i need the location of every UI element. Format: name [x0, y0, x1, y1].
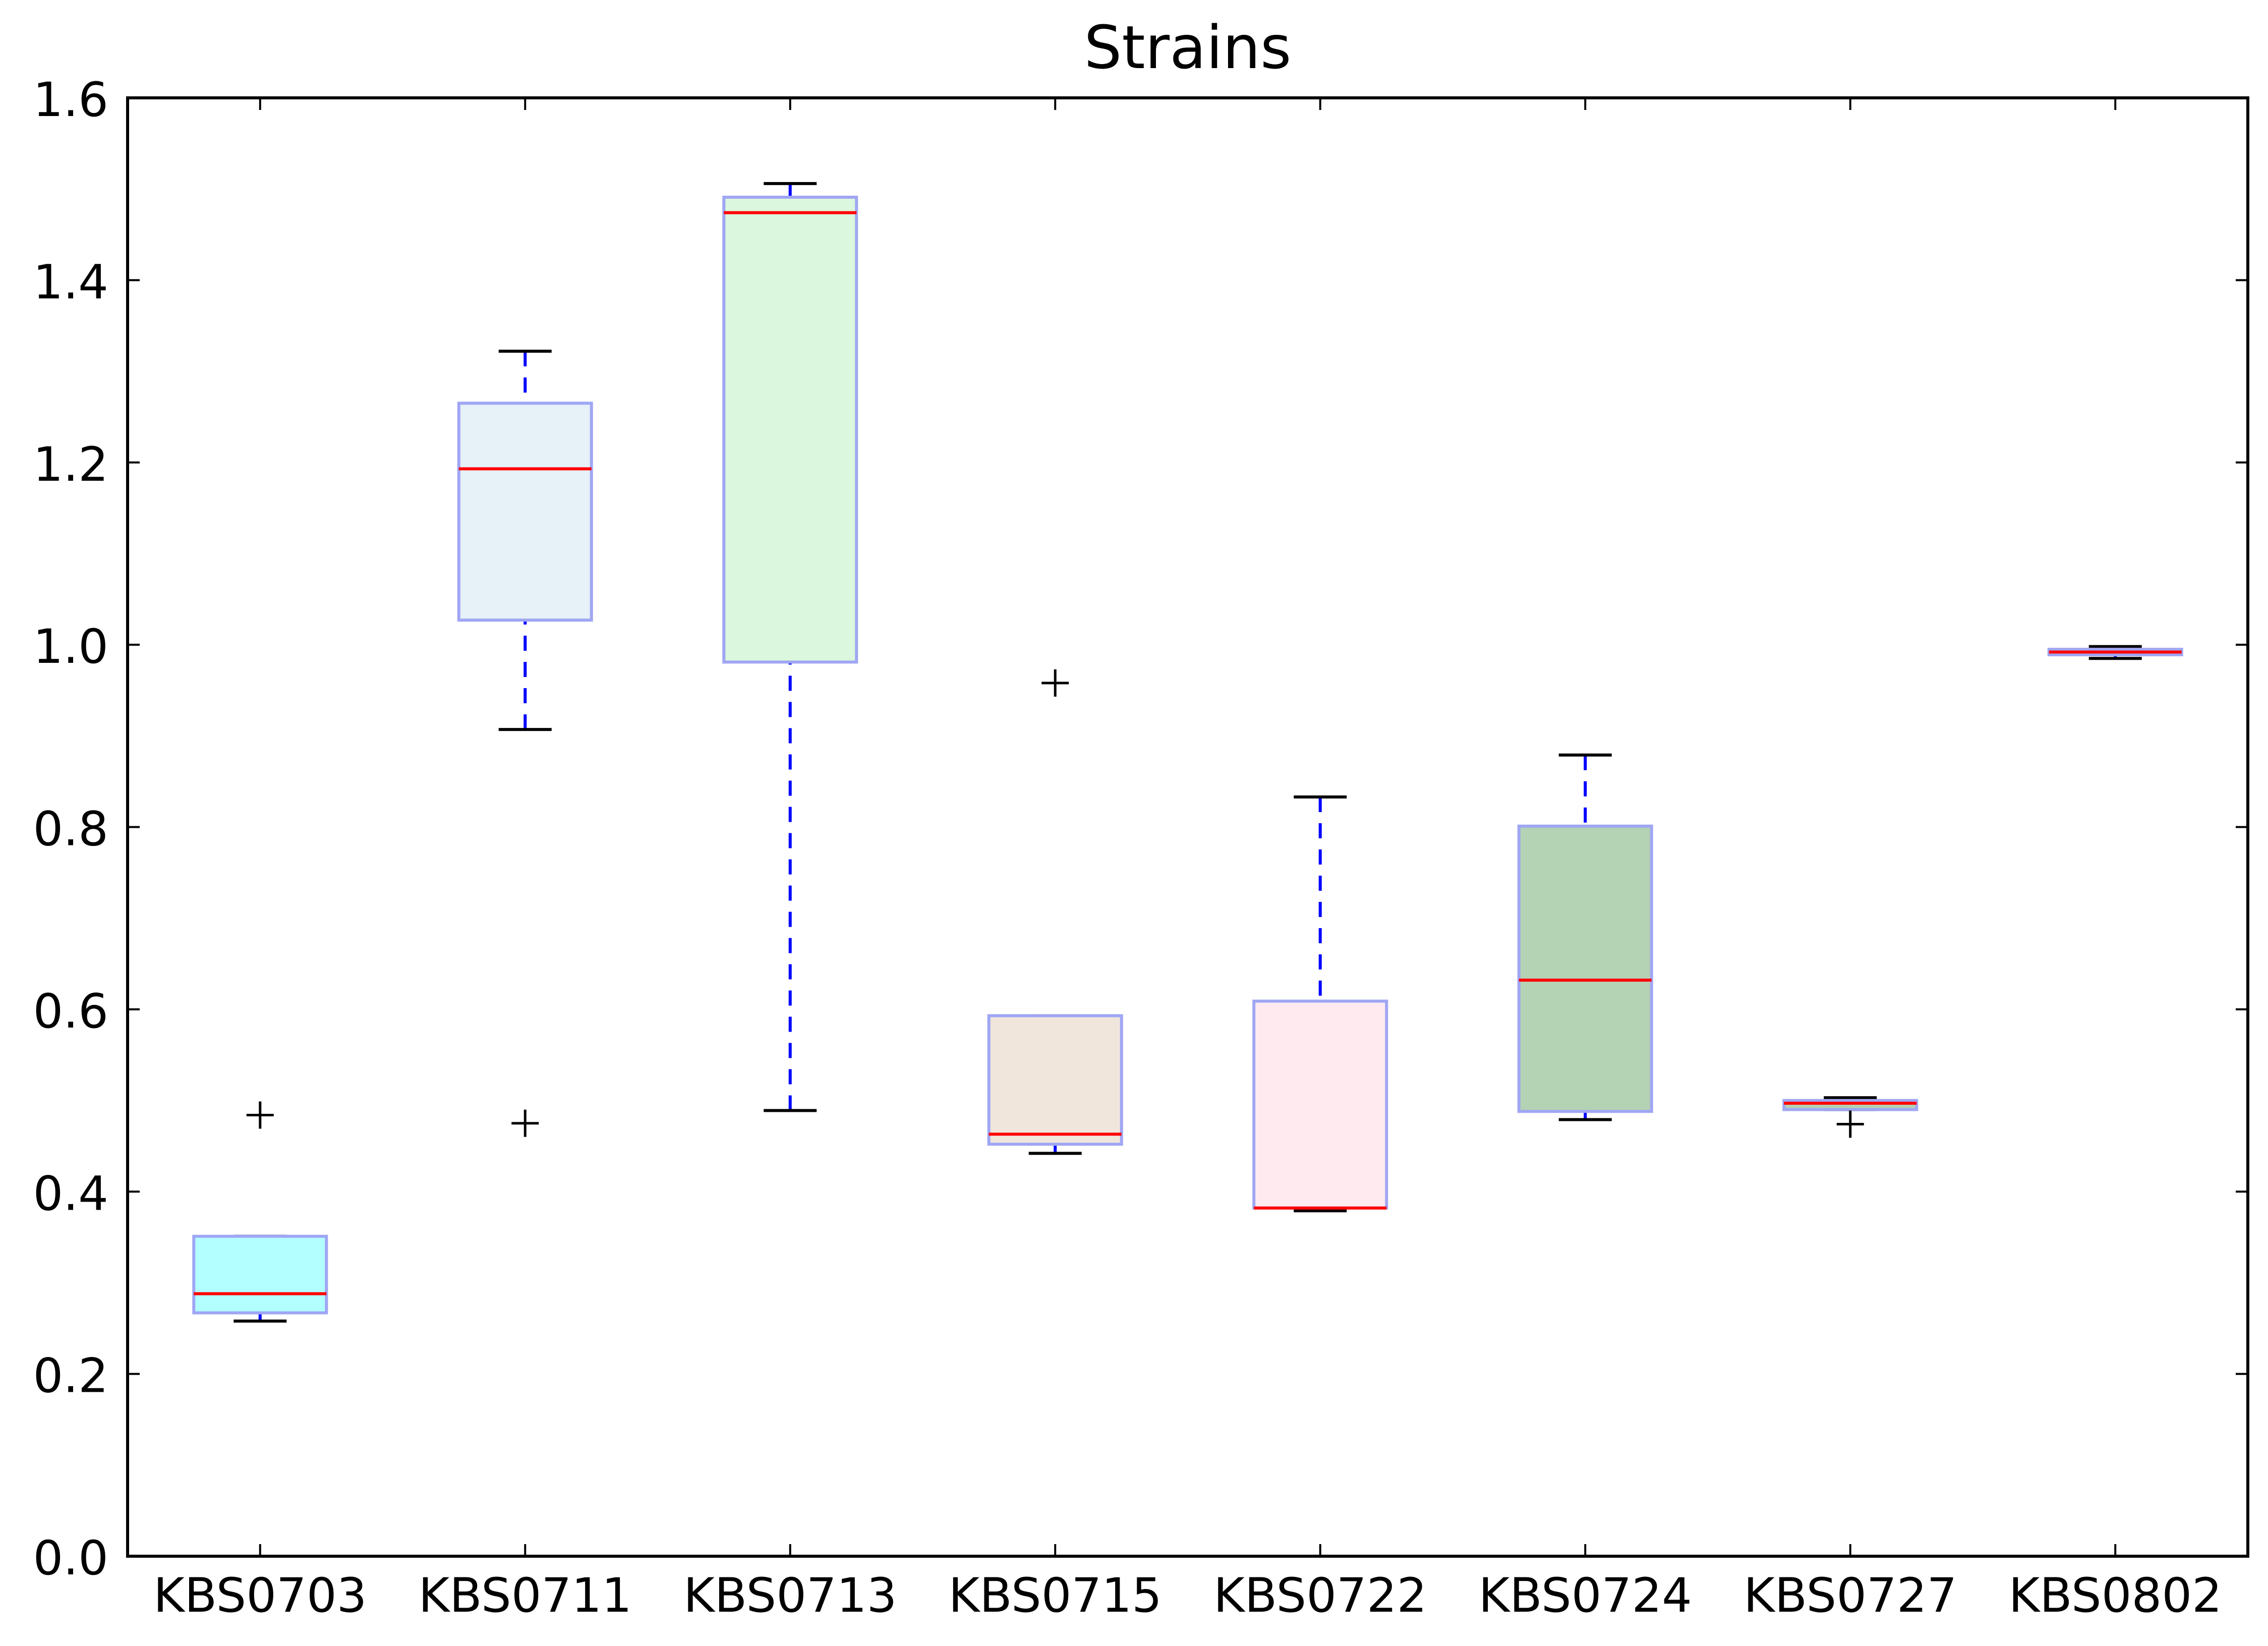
y-tick-label: 0.4 — [33, 1166, 109, 1221]
y-tick-label: 1.6 — [33, 73, 109, 128]
box-iqr — [457, 402, 593, 622]
y-tick-label: 1.0 — [33, 619, 109, 674]
box-iqr — [1252, 999, 1388, 1210]
chart-title: Strains — [1084, 13, 1291, 82]
box-group — [722, 182, 858, 1112]
box-iqr — [722, 195, 858, 664]
y-tick-label: 0.2 — [33, 1349, 109, 1404]
box-group — [2047, 645, 2183, 660]
box-group — [457, 350, 593, 1137]
plot-area-frame — [126, 96, 2249, 1558]
box-group — [1782, 1096, 1918, 1138]
x-axis: KBS0703 KBS0711 KBS0713 KBS0715 KBS0722 KBS07… — [153, 98, 2222, 1623]
box-group — [1517, 753, 1653, 1121]
y-tick-label: 1.2 — [33, 437, 109, 492]
x-tick-label: KBS0802 — [2009, 1568, 2222, 1623]
outlier-point — [246, 1101, 274, 1129]
outlier-point — [1836, 1110, 1864, 1138]
y-tick-label: 0.6 — [33, 984, 109, 1039]
box-group — [192, 1101, 328, 1323]
outlier-point — [511, 1109, 539, 1137]
box-group — [987, 669, 1123, 1155]
y-axis: 0.0 0.2 0.4 0.6 0.8 1.0 1.2 1.4 1.6 — [33, 73, 2248, 1586]
box-iqr — [192, 1234, 328, 1315]
x-tick-label: KBS0722 — [1213, 1568, 1427, 1623]
x-tick-label: KBS0713 — [683, 1568, 897, 1623]
boxes-layer — [192, 182, 2183, 1323]
box-group — [1252, 795, 1388, 1213]
x-tick-label: KBS0724 — [1479, 1568, 1692, 1623]
x-tick-label: KBS0703 — [153, 1568, 367, 1623]
outlier-point — [1041, 669, 1069, 697]
x-tick-label: KBS0711 — [419, 1568, 632, 1623]
x-tick-label: KBS0715 — [949, 1568, 1162, 1623]
box-iqr — [987, 1014, 1123, 1146]
x-tick-label: KBS0727 — [1743, 1568, 1957, 1623]
y-tick-label: 0.0 — [33, 1531, 109, 1586]
y-tick-label: 1.4 — [33, 255, 109, 310]
box-iqr — [1517, 824, 1653, 1113]
y-tick-label: 0.8 — [33, 802, 109, 857]
